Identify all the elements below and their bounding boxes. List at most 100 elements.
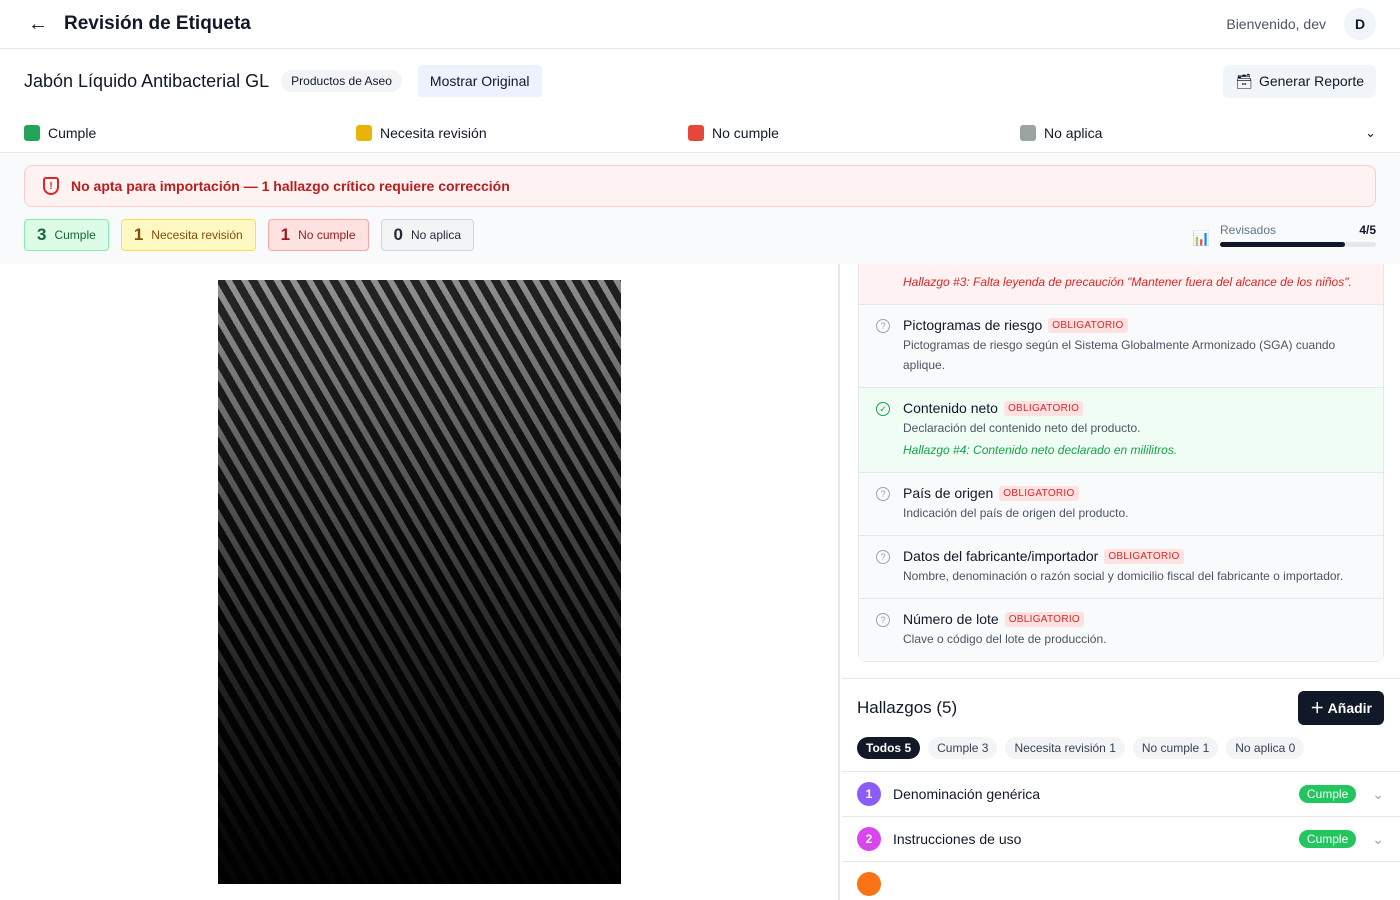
product-name: Jabón Líquido Antibacterial GL bbox=[24, 70, 270, 91]
top-bar: ← Revisión de Etiqueta Bienvenido, dev D bbox=[0, 0, 1400, 49]
add-finding-button[interactable]: ＋ Añadir bbox=[1298, 691, 1384, 725]
summary-panel: ! No apta para importación — 1 hallazgo c… bbox=[0, 153, 1400, 264]
count-label: No cumple bbox=[298, 228, 356, 242]
generate-report-button[interactable]: 🗃 Generar Reporte bbox=[1223, 64, 1376, 98]
findings-title: Hallazgos (5) bbox=[857, 698, 958, 717]
findings-section: Hallazgos (5) ＋ Añadir Todos 5 Cumple 3 … bbox=[842, 678, 1400, 900]
add-label: Añadir bbox=[1327, 700, 1372, 716]
mandatory-badge: OBLIGATORIO bbox=[999, 485, 1079, 501]
legend-label: No aplica bbox=[1044, 124, 1103, 141]
finding-note: Hallazgo #3: Falta leyenda de precaución… bbox=[903, 275, 1352, 289]
swatch bbox=[356, 124, 372, 141]
requirement-title: País de origen bbox=[903, 485, 994, 501]
count-value: 1 bbox=[280, 225, 291, 244]
requirement-title: Datos del fabricante/importador bbox=[903, 548, 1099, 564]
arrow-left-icon[interactable]: ← bbox=[28, 12, 48, 35]
legend-label: Necesita revisión bbox=[380, 124, 487, 141]
mandatory-badge: OBLIGATORIO bbox=[1004, 611, 1084, 627]
findings-list: 1 Denominación genérica Cumple ⌄ 2 Instrucci… bbox=[842, 771, 1400, 900]
findings-filters: Todos 5 Cumple 3 Necesita revisión 1 No … bbox=[857, 737, 1384, 759]
swatch bbox=[1020, 124, 1036, 141]
question-circle-icon: ? bbox=[876, 550, 890, 564]
requirement-row[interactable]: ✓ Contenido neto OBLIGATORIO Declaración … bbox=[859, 388, 1383, 473]
status-badge: Cumple bbox=[1298, 785, 1357, 803]
filter-todos[interactable]: Todos 5 bbox=[857, 737, 921, 759]
count-value: 0 bbox=[393, 225, 403, 244]
legend-label: Cumple bbox=[48, 124, 97, 141]
filter-cumple[interactable]: Cumple 3 bbox=[928, 737, 998, 759]
finding-number: 2 bbox=[857, 827, 881, 851]
status-badge: Cumple bbox=[1298, 830, 1357, 848]
critical-alert: ! No apta para importación — 1 hallazgo c… bbox=[24, 165, 1376, 207]
count-no-aplica[interactable]: 0 No aplica bbox=[380, 219, 474, 251]
requirement-desc: Clave o código del lote de producción. bbox=[903, 632, 1107, 646]
question-circle-icon: ? bbox=[876, 613, 890, 627]
show-original-button[interactable]: Mostrar Original bbox=[417, 65, 542, 97]
count-label: No aplica bbox=[410, 228, 461, 242]
requirement-row[interactable]: Hallazgo #3: Falta leyenda de precaución… bbox=[859, 264, 1383, 305]
requirement-desc: Nombre, denominación o razón social y do… bbox=[903, 569, 1344, 583]
count-no-cumple[interactable]: 1 No cumple bbox=[267, 219, 369, 251]
filter-no-aplica[interactable]: No aplica 0 bbox=[1226, 737, 1305, 759]
product-header: Jabón Líquido Antibacterial GL Productos… bbox=[0, 49, 1400, 113]
progress-track bbox=[1220, 242, 1376, 247]
legend-necesita-revision: Necesita revisión bbox=[356, 124, 688, 141]
requirement-desc: Indicación del país de origen del produc… bbox=[903, 506, 1129, 520]
review-panel[interactable]: Hallazgo #3: Falta leyenda de precaución… bbox=[842, 264, 1400, 900]
finding-title: Denominación genérica bbox=[893, 786, 1041, 802]
finding-row[interactable]: 2 Instrucciones de uso Cumple ⌄ bbox=[842, 816, 1400, 861]
archive-icon: 🗃 bbox=[1235, 72, 1253, 89]
legend-cumple: Cumple bbox=[24, 124, 356, 141]
progress-value: 4/5 bbox=[1359, 223, 1376, 237]
count-value: 3 bbox=[37, 225, 47, 244]
generate-report-label: Generar Reporte bbox=[1258, 73, 1364, 89]
category-badge: Productos de Aseo bbox=[281, 70, 402, 92]
requirement-title: Contenido neto bbox=[903, 400, 998, 416]
filter-no-cumple[interactable]: No cumple 1 bbox=[1132, 737, 1219, 759]
requirement-title: Número de lote bbox=[903, 611, 999, 627]
alert-text: No apta para importación — 1 hallazgo cr… bbox=[71, 178, 510, 194]
finding-number: 1 bbox=[857, 782, 881, 806]
finding-number bbox=[857, 872, 881, 896]
finding-row[interactable] bbox=[842, 861, 1400, 900]
chevron-down-icon[interactable]: ⌄ bbox=[1372, 830, 1384, 847]
finding-row[interactable]: 1 Denominación genérica Cumple ⌄ bbox=[842, 771, 1400, 816]
check-circle-icon: ✓ bbox=[876, 402, 890, 416]
requirement-desc: Pictogramas de riesgo según el Sistema G… bbox=[903, 338, 1336, 372]
review-progress: 📊 Revisados 4/5 bbox=[1193, 223, 1376, 247]
count-cumple[interactable]: 3 Cumple bbox=[24, 219, 109, 251]
requirement-title: Pictogramas de riesgo bbox=[903, 317, 1043, 333]
mandatory-badge: OBLIGATORIO bbox=[1003, 400, 1084, 416]
legend-no-aplica: No aplica bbox=[1020, 124, 1352, 141]
requirement-desc: Declaración del contenido neto del produ… bbox=[903, 421, 1141, 435]
mandatory-badge: OBLIGATORIO bbox=[1048, 317, 1128, 333]
finding-title: Instrucciones de uso bbox=[893, 831, 1022, 847]
count-value: 1 bbox=[133, 225, 144, 244]
requirement-row[interactable]: ? Pictogramas de riesgo OBLIGATORIO Picto… bbox=[859, 305, 1383, 388]
finding-note: Hallazgo #4: Contenido neto declarado en… bbox=[903, 443, 1178, 457]
chevron-down-icon[interactable]: ⌄ bbox=[1372, 785, 1384, 802]
count-label: Necesita revisión bbox=[151, 228, 243, 242]
question-circle-icon: ? bbox=[876, 487, 890, 501]
chevron-down-icon[interactable]: ⌄ bbox=[1365, 124, 1376, 140]
progress-fill bbox=[1220, 242, 1345, 247]
shield-alert-icon: ! bbox=[43, 177, 59, 195]
filter-necesita-revision[interactable]: Necesita revisión 1 bbox=[1005, 737, 1125, 759]
swatch bbox=[24, 124, 40, 141]
welcome-text: Bienvenido, dev bbox=[1226, 16, 1326, 32]
question-circle-icon: ? bbox=[876, 319, 890, 333]
progress-label: Revisados bbox=[1220, 223, 1277, 237]
count-label: Cumple bbox=[54, 228, 96, 242]
plus-icon: ＋ bbox=[1310, 700, 1328, 716]
mandatory-badge: OBLIGATORIO bbox=[1104, 548, 1184, 564]
requirement-row[interactable]: ? Número de lote OBLIGATORIO Clave o códi… bbox=[859, 599, 1383, 661]
requirement-row[interactable]: ? País de origen OBLIGATORIO Indicación d… bbox=[859, 473, 1383, 536]
requirement-row[interactable]: ? Datos del fabricante/importador OBLIGAT… bbox=[859, 536, 1383, 599]
status-legend: Cumple Necesita revisión No cumple No ap… bbox=[0, 113, 1400, 153]
legend-no-cumple: No cumple bbox=[688, 124, 1020, 141]
count-necesita-revision[interactable]: 1 Necesita revisión bbox=[120, 219, 256, 251]
avatar[interactable]: D bbox=[1344, 8, 1376, 40]
bar-chart-icon: 📊 bbox=[1192, 230, 1210, 246]
page-title: Revisión de Etiqueta bbox=[64, 13, 251, 34]
requirements-list: Hallazgo #3: Falta leyenda de precaución… bbox=[858, 264, 1384, 662]
